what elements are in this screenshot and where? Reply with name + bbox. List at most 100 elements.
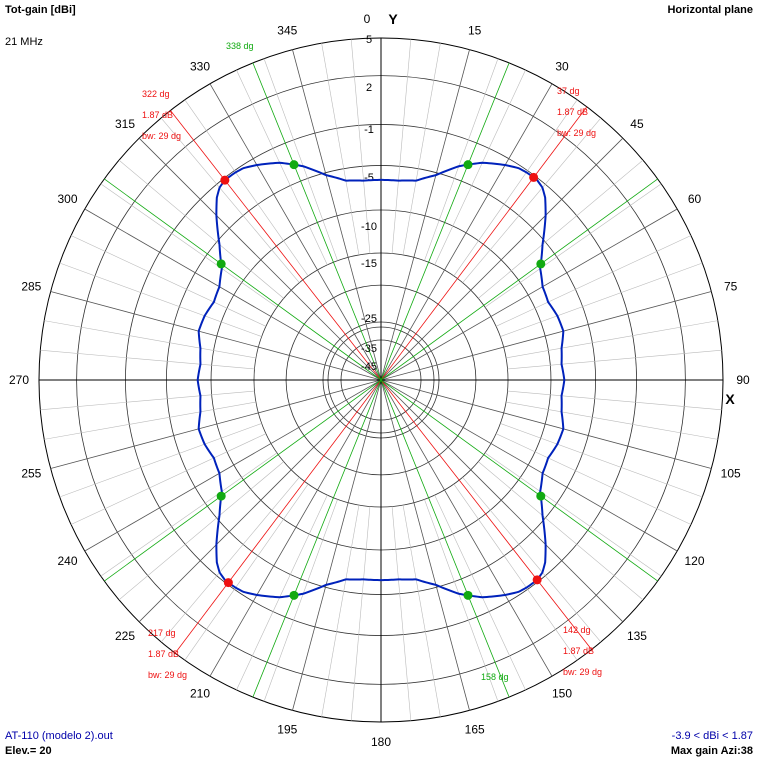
- angle-tick-label: 0: [364, 12, 371, 26]
- grid-spoke: [391, 39, 412, 254]
- lobe-beamwidth-label: bw: 29 dg: [563, 667, 602, 677]
- max-gain-marker: [223, 578, 233, 588]
- angle-tick-label: 165: [465, 723, 485, 737]
- half-power-marker: [463, 160, 473, 170]
- angle-tick-label: 240: [57, 554, 77, 568]
- grid-spoke: [84, 208, 382, 381]
- half-power-marker: [289, 160, 299, 170]
- half-power-line: [380, 178, 658, 381]
- angle-tick-label: 150: [552, 687, 572, 701]
- grid-spoke: [506, 401, 718, 440]
- grid-spoke: [380, 379, 678, 552]
- grid-spoke: [434, 69, 526, 266]
- grid-spoke: [495, 433, 692, 525]
- grid-spoke: [209, 83, 382, 381]
- grid-spoke: [380, 83, 553, 381]
- grid-spoke: [434, 494, 526, 691]
- grid-spoke: [292, 379, 382, 711]
- ring-label: 2: [366, 82, 372, 94]
- lobe-azimuth-label: 37 dg: [557, 86, 580, 96]
- half-power-marker: [536, 259, 546, 269]
- grid-spoke: [495, 235, 692, 327]
- lobe-gain-label: 1.87 dB: [563, 646, 594, 656]
- angle-tick-label: 90: [736, 373, 750, 387]
- grid-spoke: [59, 262, 262, 337]
- half-power-line: [380, 379, 510, 698]
- angle-tick-label: 45: [630, 117, 644, 131]
- half-power-marker: [536, 491, 546, 501]
- lobe-gain-label: 1.87 dB: [148, 649, 179, 659]
- lobe-beamwidth-label: bw: 29 dg: [557, 128, 596, 138]
- angle-tick-label: 180: [371, 735, 391, 749]
- grid-spoke: [507, 390, 722, 411]
- max-gain-line: [380, 106, 588, 381]
- ring-label: -5: [364, 172, 374, 184]
- grid-spoke: [160, 117, 300, 283]
- file-name-label: AT-110 (modelo 2).out: [5, 730, 113, 742]
- angle-tick-label: 105: [721, 467, 741, 481]
- grid-spoke: [44, 320, 256, 359]
- grid-spoke: [462, 117, 602, 283]
- grid-spoke: [100, 183, 278, 308]
- half-power-line: [380, 62, 510, 381]
- grid-spoke: [40, 349, 255, 370]
- angle-tick-label: 225: [115, 629, 135, 643]
- ring-label: -35: [361, 343, 377, 355]
- grid-spoke: [70, 433, 267, 525]
- half-power-line: [104, 379, 382, 582]
- elevation-label: Elev.= 20: [5, 745, 52, 757]
- angle-tick-label: 315: [115, 117, 135, 131]
- grid-spoke: [462, 477, 602, 643]
- grid-spoke: [321, 43, 360, 255]
- grid-spoke: [380, 379, 624, 623]
- grid-spoke: [380, 291, 712, 381]
- grid-spoke: [500, 262, 703, 337]
- grid-spoke: [263, 58, 338, 261]
- half-power-marker: [216, 259, 226, 269]
- grid-spoke: [44, 401, 256, 440]
- lobe-gain-label: 1.87 dB: [557, 107, 588, 117]
- grid-spoke: [453, 99, 578, 277]
- angle-tick-label: 210: [190, 687, 210, 701]
- grid-spoke: [507, 349, 722, 370]
- grid-spoke: [506, 320, 718, 359]
- angle-tick-label: 330: [190, 59, 210, 73]
- grid-spoke: [402, 43, 441, 255]
- grid-spoke: [236, 69, 328, 266]
- grid-spoke: [138, 379, 382, 623]
- grid-spoke: [350, 506, 371, 721]
- grid-spoke: [138, 137, 382, 381]
- lobe-beamwidth-label: bw: 29 dg: [142, 131, 181, 141]
- angle-tick-label: 285: [21, 279, 41, 293]
- angle-tick-label: 195: [277, 723, 297, 737]
- ring-label: -25: [361, 313, 377, 325]
- grid-spoke: [100, 452, 278, 577]
- half-power-line: [380, 379, 658, 582]
- grid-spoke: [391, 506, 412, 721]
- grid-spoke: [118, 461, 284, 601]
- max-gain-line: [170, 110, 382, 381]
- angle-tick-label: 270: [9, 373, 29, 387]
- ring-label: -15: [361, 258, 377, 270]
- chart-quantity-title: Tot-gain [dBi]: [5, 4, 76, 16]
- grid-spoke: [118, 159, 284, 299]
- ring-label: -10: [361, 221, 377, 233]
- max-gain-marker: [532, 575, 542, 585]
- angle-tick-label: 255: [21, 467, 41, 481]
- ring-label: -45: [361, 361, 377, 373]
- grid-spoke: [424, 499, 499, 702]
- grid-spoke: [59, 423, 262, 498]
- plane-title: Horizontal plane: [667, 4, 753, 16]
- lobe-azimuth-label: 142 dg: [563, 625, 591, 635]
- grid-spoke: [484, 183, 662, 308]
- lobe-gain-label: 1.87 dB: [142, 110, 173, 120]
- grid-spoke: [380, 137, 624, 381]
- max-gain-marker: [529, 172, 539, 182]
- half-power-label: 338 dg: [226, 41, 254, 51]
- grid-spoke: [484, 452, 662, 577]
- x-axis-label: X: [725, 391, 735, 407]
- angle-tick-label: 345: [277, 23, 297, 37]
- angle-tick-label: 15: [468, 23, 482, 37]
- y-axis-label: Y: [388, 11, 398, 27]
- ring-label: -1: [364, 124, 374, 136]
